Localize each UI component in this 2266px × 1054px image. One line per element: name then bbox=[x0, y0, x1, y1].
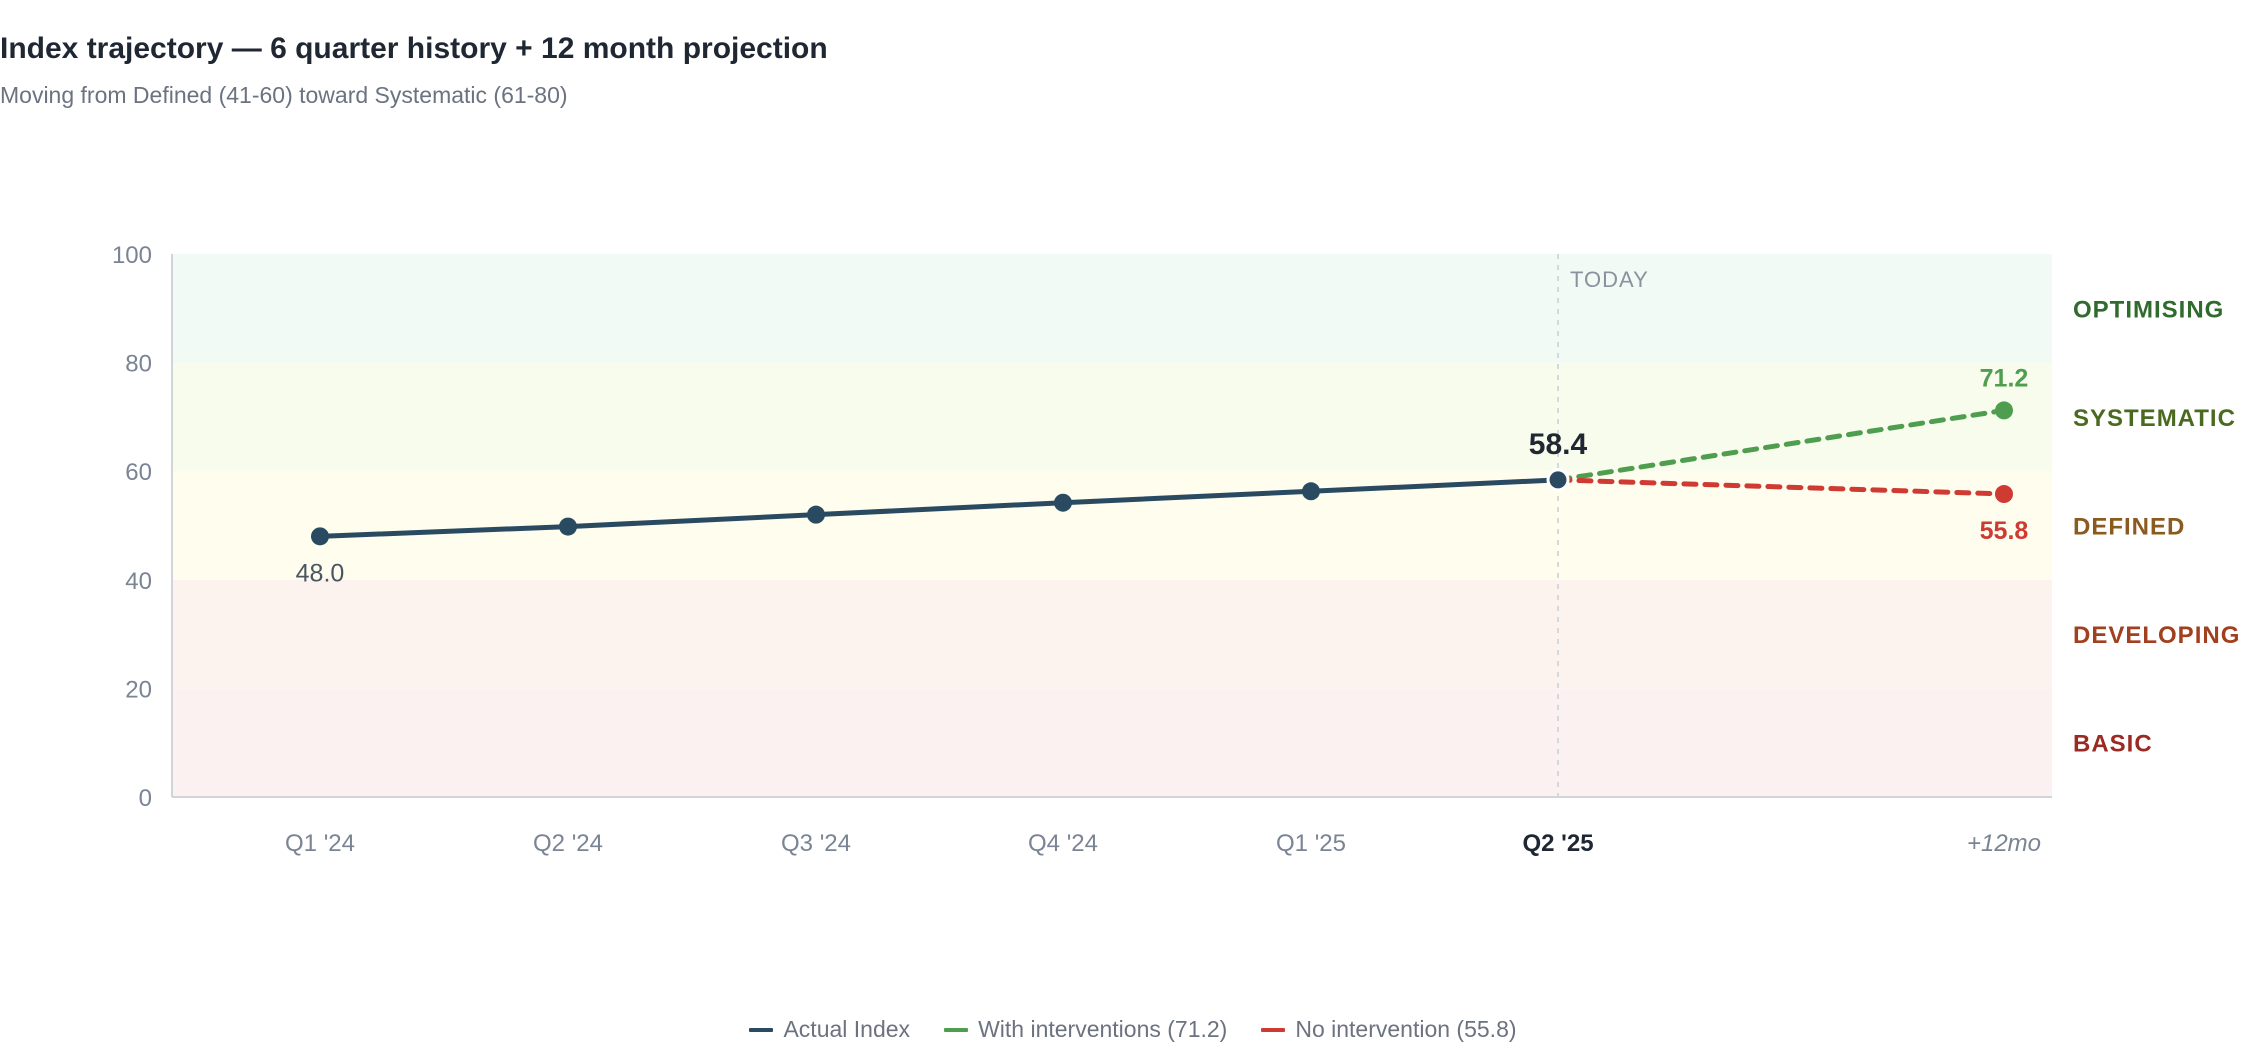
data-point-actual-index-q1-24 bbox=[311, 527, 329, 546]
data-point-actual-index-q2-25 bbox=[1546, 468, 1570, 492]
band-label-developing: DEVELOPING bbox=[2073, 622, 2240, 649]
legend-label: No intervention (55.8) bbox=[1295, 1016, 1517, 1042]
y-tick-label-20: 20 bbox=[125, 676, 152, 703]
legend-item-actual-index[interactable]: Actual Index bbox=[749, 1016, 910, 1043]
legend-label: Actual Index bbox=[783, 1016, 911, 1042]
data-point-with-interventions-71-2-12mo bbox=[1995, 401, 2013, 420]
series-line-actual-index bbox=[317, 477, 1561, 539]
data-label-71-2: 71.2 bbox=[1980, 364, 2029, 392]
today-label: TODAY bbox=[1570, 267, 1649, 292]
x-tick-label-12mo: +12mo bbox=[1967, 830, 2041, 857]
y-tick-label-0: 0 bbox=[139, 785, 152, 812]
legend-swatch bbox=[749, 1027, 774, 1032]
band-label-defined: DEFINED bbox=[2073, 514, 2185, 541]
y-tick-label-60: 60 bbox=[125, 459, 152, 486]
x-tick-label-q2-24: Q2 '24 bbox=[533, 830, 603, 857]
data-point-actual-index-q2-24 bbox=[559, 517, 577, 536]
data-point-no-intervention-55-8-12mo bbox=[1995, 485, 2013, 504]
legend-item-with-interventions-71-2[interactable]: With interventions (71.2) bbox=[944, 1016, 1227, 1043]
band-label-optimising: OPTIMISING bbox=[2073, 296, 2224, 323]
band-systematic bbox=[172, 362, 2052, 472]
band-label-basic: BASIC bbox=[2073, 731, 2153, 758]
data-point-actual-index-q1-25 bbox=[1302, 482, 1320, 501]
x-tick-label-q2-25: Q2 '25 bbox=[1522, 830, 1593, 857]
band-basic bbox=[172, 688, 2052, 797]
y-tick-label-80: 80 bbox=[125, 351, 152, 378]
x-tick-label-q1-24: Q1 '24 bbox=[285, 830, 355, 857]
legend-swatch bbox=[1261, 1027, 1286, 1032]
data-label-48-0: 48.0 bbox=[296, 559, 345, 587]
y-tick-label-100: 100 bbox=[112, 242, 152, 269]
chart-legend: Actual Index With interventions (71.2) No … bbox=[0, 1016, 2266, 1043]
band-defined bbox=[172, 471, 2052, 580]
band-label-systematic: SYSTEMATIC bbox=[2073, 405, 2236, 432]
data-point-actual-index-q4-24 bbox=[1054, 493, 1072, 512]
x-tick-label-q1-25: Q1 '25 bbox=[1276, 830, 1346, 857]
data-label-55-8: 55.8 bbox=[1980, 517, 2029, 545]
chart-canvas: BASIC DEVELOPING DEFINED SYSTEMATIC OPTIMISI… bbox=[112, 242, 2240, 857]
y-tick-label-40: 40 bbox=[125, 568, 152, 595]
legend-label: With interventions (71.2) bbox=[978, 1016, 1228, 1042]
chart-title: Index trajectory — 6 quarter history + 1… bbox=[0, 32, 828, 65]
x-tick-label-q4-24: Q4 '24 bbox=[1028, 830, 1098, 857]
band-optimising bbox=[172, 254, 2052, 363]
band-developing bbox=[172, 579, 2052, 689]
data-label-58-4: 58.4 bbox=[1529, 428, 1588, 461]
series-line-with-interventions-71-2 bbox=[1555, 407, 2007, 483]
x-tick-label-q3-24: Q3 '24 bbox=[781, 830, 851, 857]
legend-item-no-intervention-55-8[interactable]: No intervention (55.8) bbox=[1261, 1016, 1517, 1043]
data-point-actual-index-q3-24 bbox=[807, 505, 825, 524]
legend-swatch bbox=[944, 1027, 969, 1032]
chart-subtitle: Moving from Defined (41-60) toward Syste… bbox=[0, 82, 568, 108]
series-line-no-intervention-55-8 bbox=[1555, 477, 2007, 497]
